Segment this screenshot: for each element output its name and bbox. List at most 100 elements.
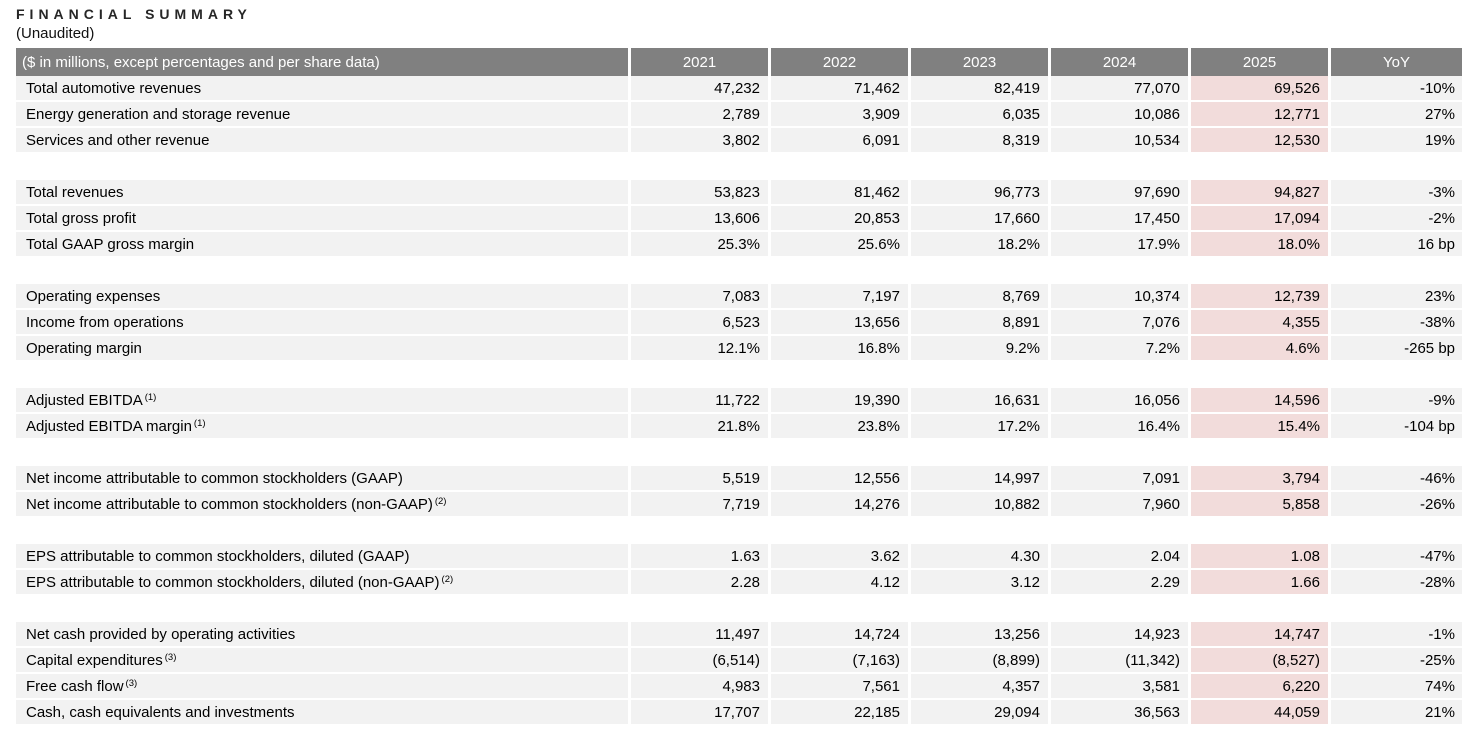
group-spacer-row: [16, 518, 1462, 544]
row-label: Operating margin: [16, 336, 628, 362]
value-cell-2021: 13,606: [628, 206, 768, 232]
value-cell-2024: 7,076: [1048, 310, 1188, 336]
value-cell-2024: 17,450: [1048, 206, 1188, 232]
row-label-text: Cash, cash equivalents and investments: [26, 703, 295, 721]
row-label-text: Operating expenses: [26, 287, 161, 305]
table-row: Energy generation and storage revenue 2,7…: [16, 102, 1462, 128]
value-cell-2023: 13,256: [908, 622, 1048, 648]
spacer-cell: [16, 518, 1462, 544]
value-cell-2024: 97,690: [1048, 180, 1188, 206]
value-cell-2023: 29,094: [908, 700, 1048, 726]
value-cell-2024: 16,056: [1048, 388, 1188, 414]
value-cell-2024: 2.04: [1048, 544, 1188, 570]
row-label: Services and other revenue: [16, 128, 628, 154]
value-cell-yoy: -25%: [1328, 648, 1462, 674]
value-cell-2023: 17.2%: [908, 414, 1048, 440]
row-label-text: Total revenues: [26, 183, 124, 201]
header-year-2023: 2023: [908, 48, 1048, 76]
value-cell-2022: 19,390: [768, 388, 908, 414]
group-spacer-row: [16, 362, 1462, 388]
value-cell-2025: 3,794: [1188, 466, 1328, 492]
row-label: Free cash flow (3): [16, 674, 628, 700]
value-cell-2024: 10,086: [1048, 102, 1188, 128]
group-spacer-row: [16, 154, 1462, 180]
table-row: Net income attributable to common stockh…: [16, 492, 1462, 518]
value-cell-2025: 12,739: [1188, 284, 1328, 310]
value-cell-yoy: -9%: [1328, 388, 1462, 414]
spacer-cell: [16, 440, 1462, 466]
value-cell-2022: 7,561: [768, 674, 908, 700]
row-label-text: Net income attributable to common stockh…: [26, 469, 403, 487]
row-label-text: Total automotive revenues: [26, 79, 202, 97]
value-cell-2024: 16.4%: [1048, 414, 1188, 440]
value-cell-2024: 3,581: [1048, 674, 1188, 700]
row-label-text: Adjusted EBITDA margin: [26, 417, 192, 435]
value-cell-2023: 9.2%: [908, 336, 1048, 362]
value-cell-yoy: -2%: [1328, 206, 1462, 232]
row-label: Cash, cash equivalents and investments: [16, 700, 628, 726]
table-row: Services and other revenue 3,802 6,091 8,31…: [16, 128, 1462, 154]
row-label: EPS attributable to common stockholders,…: [16, 544, 628, 570]
value-cell-yoy: 74%: [1328, 674, 1462, 700]
table-row: Total GAAP gross margin 25.3% 25.6% 18.2% 17…: [16, 232, 1462, 258]
value-cell-2023: 17,660: [908, 206, 1048, 232]
row-label-text: EPS attributable to common stockholders,…: [26, 547, 410, 565]
footnote-superscript: (2): [441, 573, 454, 585]
value-cell-yoy: -3%: [1328, 180, 1462, 206]
table-row: Cash, cash equivalents and investments 17…: [16, 700, 1462, 726]
row-label: Energy generation and storage revenue: [16, 102, 628, 128]
row-label: Total GAAP gross margin: [16, 232, 628, 258]
value-cell-2023: 4.30: [908, 544, 1048, 570]
table-row: Capital expenditures (3) (6,514) (7,163) (8,…: [16, 648, 1462, 674]
value-cell-2025: 5,858: [1188, 492, 1328, 518]
page-subtitle: (Unaudited): [16, 25, 95, 42]
value-cell-2025: 18.0%: [1188, 232, 1328, 258]
header-year-2025: 2025: [1188, 48, 1328, 76]
value-cell-2022: (7,163): [768, 648, 908, 674]
value-cell-2024: 77,070: [1048, 76, 1188, 102]
row-label-text: Net income attributable to common stockh…: [26, 495, 433, 513]
row-label-text: Operating margin: [26, 339, 142, 357]
spacer-cell: [16, 154, 1462, 180]
value-cell-2024: 7,960: [1048, 492, 1188, 518]
header-yoy: YoY: [1328, 48, 1462, 76]
value-cell-2023: 4,357: [908, 674, 1048, 700]
value-cell-2022: 12,556: [768, 466, 908, 492]
value-cell-2023: 14,997: [908, 466, 1048, 492]
value-cell-2023: 16,631: [908, 388, 1048, 414]
table-row: EPS attributable to common stockholders,…: [16, 544, 1462, 570]
value-cell-2022: 13,656: [768, 310, 908, 336]
value-cell-2023: 18.2%: [908, 232, 1048, 258]
value-cell-2023: (8,899): [908, 648, 1048, 674]
value-cell-2022: 3.62: [768, 544, 908, 570]
row-label: Total revenues: [16, 180, 628, 206]
value-cell-2021: 25.3%: [628, 232, 768, 258]
row-label: Capital expenditures (3): [16, 648, 628, 674]
value-cell-yoy: 19%: [1328, 128, 1462, 154]
value-cell-2025: 4,355: [1188, 310, 1328, 336]
footnote-superscript: (2): [434, 495, 447, 507]
row-label: Total gross profit: [16, 206, 628, 232]
value-cell-yoy: 21%: [1328, 700, 1462, 726]
value-cell-2024: 17.9%: [1048, 232, 1188, 258]
table-header-row: ($ in millions, except percentages and p…: [16, 48, 1462, 76]
group-spacer-row: [16, 440, 1462, 466]
value-cell-2025: 12,771: [1188, 102, 1328, 128]
value-cell-2021: 4,983: [628, 674, 768, 700]
value-cell-yoy: -38%: [1328, 310, 1462, 336]
row-label: Net income attributable to common stockh…: [16, 466, 628, 492]
value-cell-2022: 14,724: [768, 622, 908, 648]
row-label-text: Total gross profit: [26, 209, 137, 227]
table-row: Free cash flow (3) 4,983 7,561 4,357 3,581 6,2…: [16, 674, 1462, 700]
row-label: Total automotive revenues: [16, 76, 628, 102]
table-row: Income from operations 6,523 13,656 8,891 7,…: [16, 310, 1462, 336]
row-label-text: Services and other revenue: [26, 131, 210, 149]
financial-summary-page: FINANCIAL SUMMARY (Unaudited) ($ in mill…: [0, 6, 1476, 734]
value-cell-2021: 11,722: [628, 388, 768, 414]
row-label: EPS attributable to common stockholders,…: [16, 570, 628, 596]
value-cell-2023: 6,035: [908, 102, 1048, 128]
row-label: Operating expenses: [16, 284, 628, 310]
value-cell-yoy: -1%: [1328, 622, 1462, 648]
value-cell-2021: 2,789: [628, 102, 768, 128]
row-label-text: Total GAAP gross margin: [26, 235, 195, 253]
